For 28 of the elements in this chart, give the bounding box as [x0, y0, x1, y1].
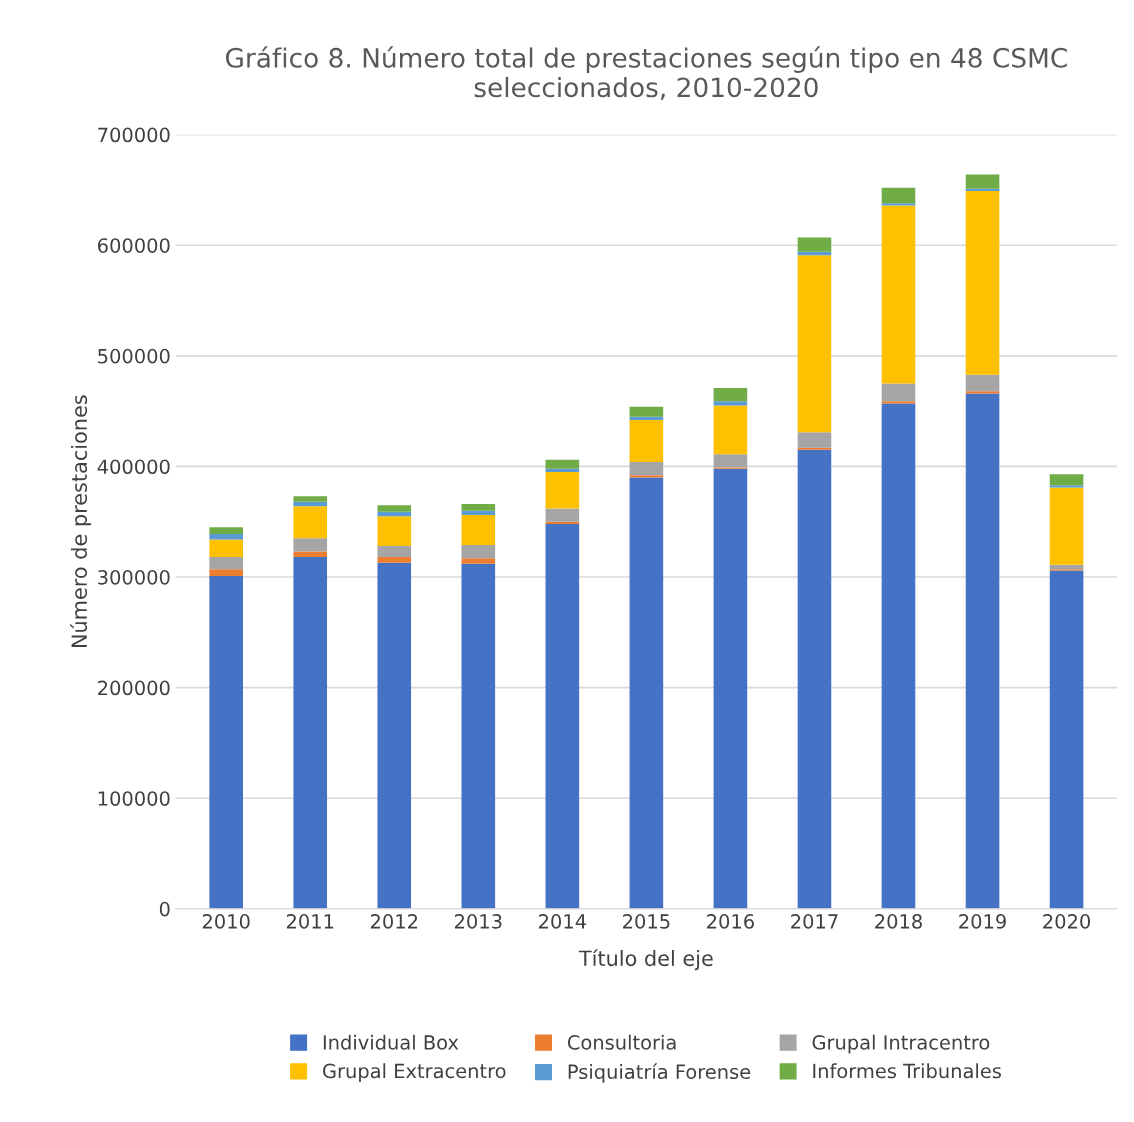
x-tick-label: 2014	[539, 914, 586, 929]
legend-label: Individual Box	[323, 1034, 459, 1050]
y-tick-label: 100000	[98, 791, 170, 806]
legend-label: Grupal Extracentro	[323, 1063, 506, 1083]
legend-label: Informes Tribunales	[813, 1063, 1001, 1079]
x-tick-label: 2012	[370, 914, 418, 929]
x-tick-label: 2020	[1043, 914, 1091, 929]
x-tick-label: 2016	[707, 914, 754, 929]
chart-title: Gráfico 8. Número total de prestaciones según tipo en 48 CSMC seleccionados, 2010-2020	[225, 46, 1067, 101]
x-tick-label: 2010	[202, 914, 250, 929]
y-tick-label: 600000	[98, 238, 170, 253]
x-axis-title: Título del eje	[578, 949, 713, 971]
x-tick-label: 2018	[875, 914, 922, 929]
x-tick-label: 2017	[791, 914, 838, 929]
x-tick-label: 2019	[959, 914, 1006, 929]
legend-label: Psiquiatría Forense	[568, 1063, 751, 1083]
legend-label: Grupal Intracentro	[812, 1034, 990, 1054]
x-tick-label: 2011	[286, 914, 334, 929]
y-tick-label: 200000	[98, 680, 170, 696]
x-tick-label: 2013	[454, 914, 502, 929]
legend-label: Consultoria	[567, 1034, 676, 1050]
y-tick-label: 700000	[98, 127, 170, 143]
y-axis-title: Número de prestaciones	[70, 395, 92, 648]
y-tick-label: 400000	[97, 459, 170, 475]
y-tick-label: 500000	[98, 348, 170, 364]
y-tick-label: 0	[159, 901, 170, 917]
x-tick-label: 2015	[623, 914, 670, 929]
y-tick-label: 300000	[98, 569, 170, 585]
